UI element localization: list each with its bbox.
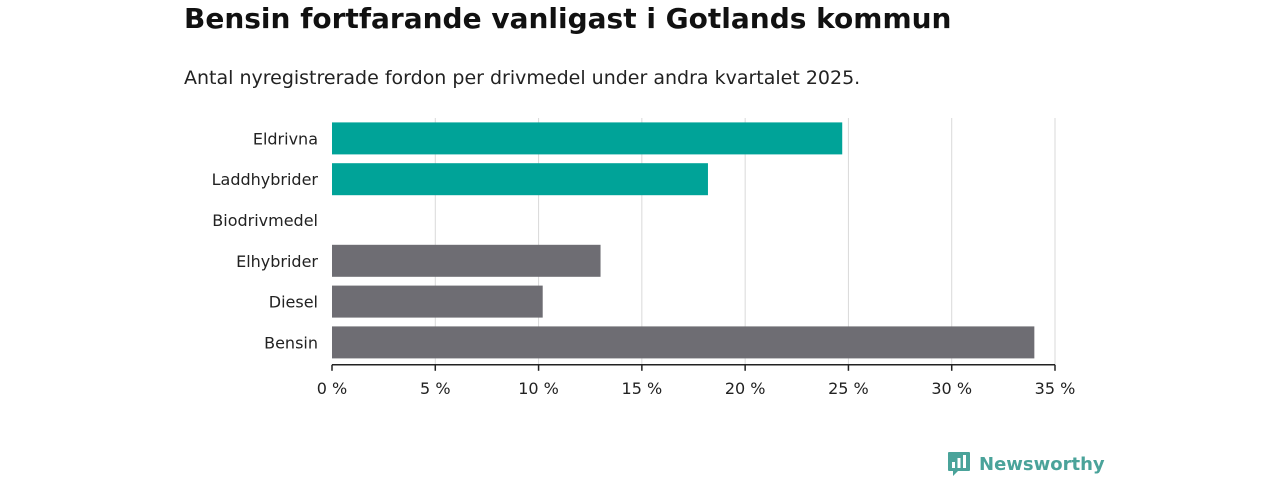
bar-laddhybrider	[332, 163, 708, 196]
brand-name: Newsworthy	[979, 453, 1105, 475]
x-tick-label: 0 %	[317, 379, 347, 398]
chart-subtitle: Antal nyregistrerade fordon per drivmede…	[184, 67, 861, 89]
bar-diesel	[332, 285, 543, 318]
x-tick-label: 25 %	[828, 379, 869, 398]
chart-title: Bensin fortfarande vanligast i Gotlands …	[184, 2, 952, 35]
bar-chart: Eldrivna Laddhybrider Biodrivmedel Elhybrid…	[212, 118, 1076, 398]
category-label: Bensin	[264, 333, 318, 352]
x-tick-label: 35 %	[1035, 379, 1076, 398]
newsworthy-logo-icon	[948, 452, 970, 476]
bar-eldrivna	[332, 122, 843, 155]
x-tick-label: 30 %	[931, 379, 972, 398]
x-tick-label: 20 %	[725, 379, 766, 398]
category-label: Biodrivmedel	[212, 211, 318, 230]
bar-elhybrider	[332, 244, 601, 277]
x-tick-label: 10 %	[518, 379, 559, 398]
x-tick-label: 5 %	[420, 379, 450, 398]
category-label: Elhybrider	[236, 252, 318, 271]
newsworthy-logo: Newsworthy	[947, 451, 1105, 477]
category-label: Diesel	[269, 293, 318, 312]
x-tick-label: 15 %	[622, 379, 663, 398]
category-label: Eldrivna	[253, 129, 318, 148]
category-label: Laddhybrider	[212, 170, 319, 189]
bar-bensin	[332, 326, 1035, 359]
